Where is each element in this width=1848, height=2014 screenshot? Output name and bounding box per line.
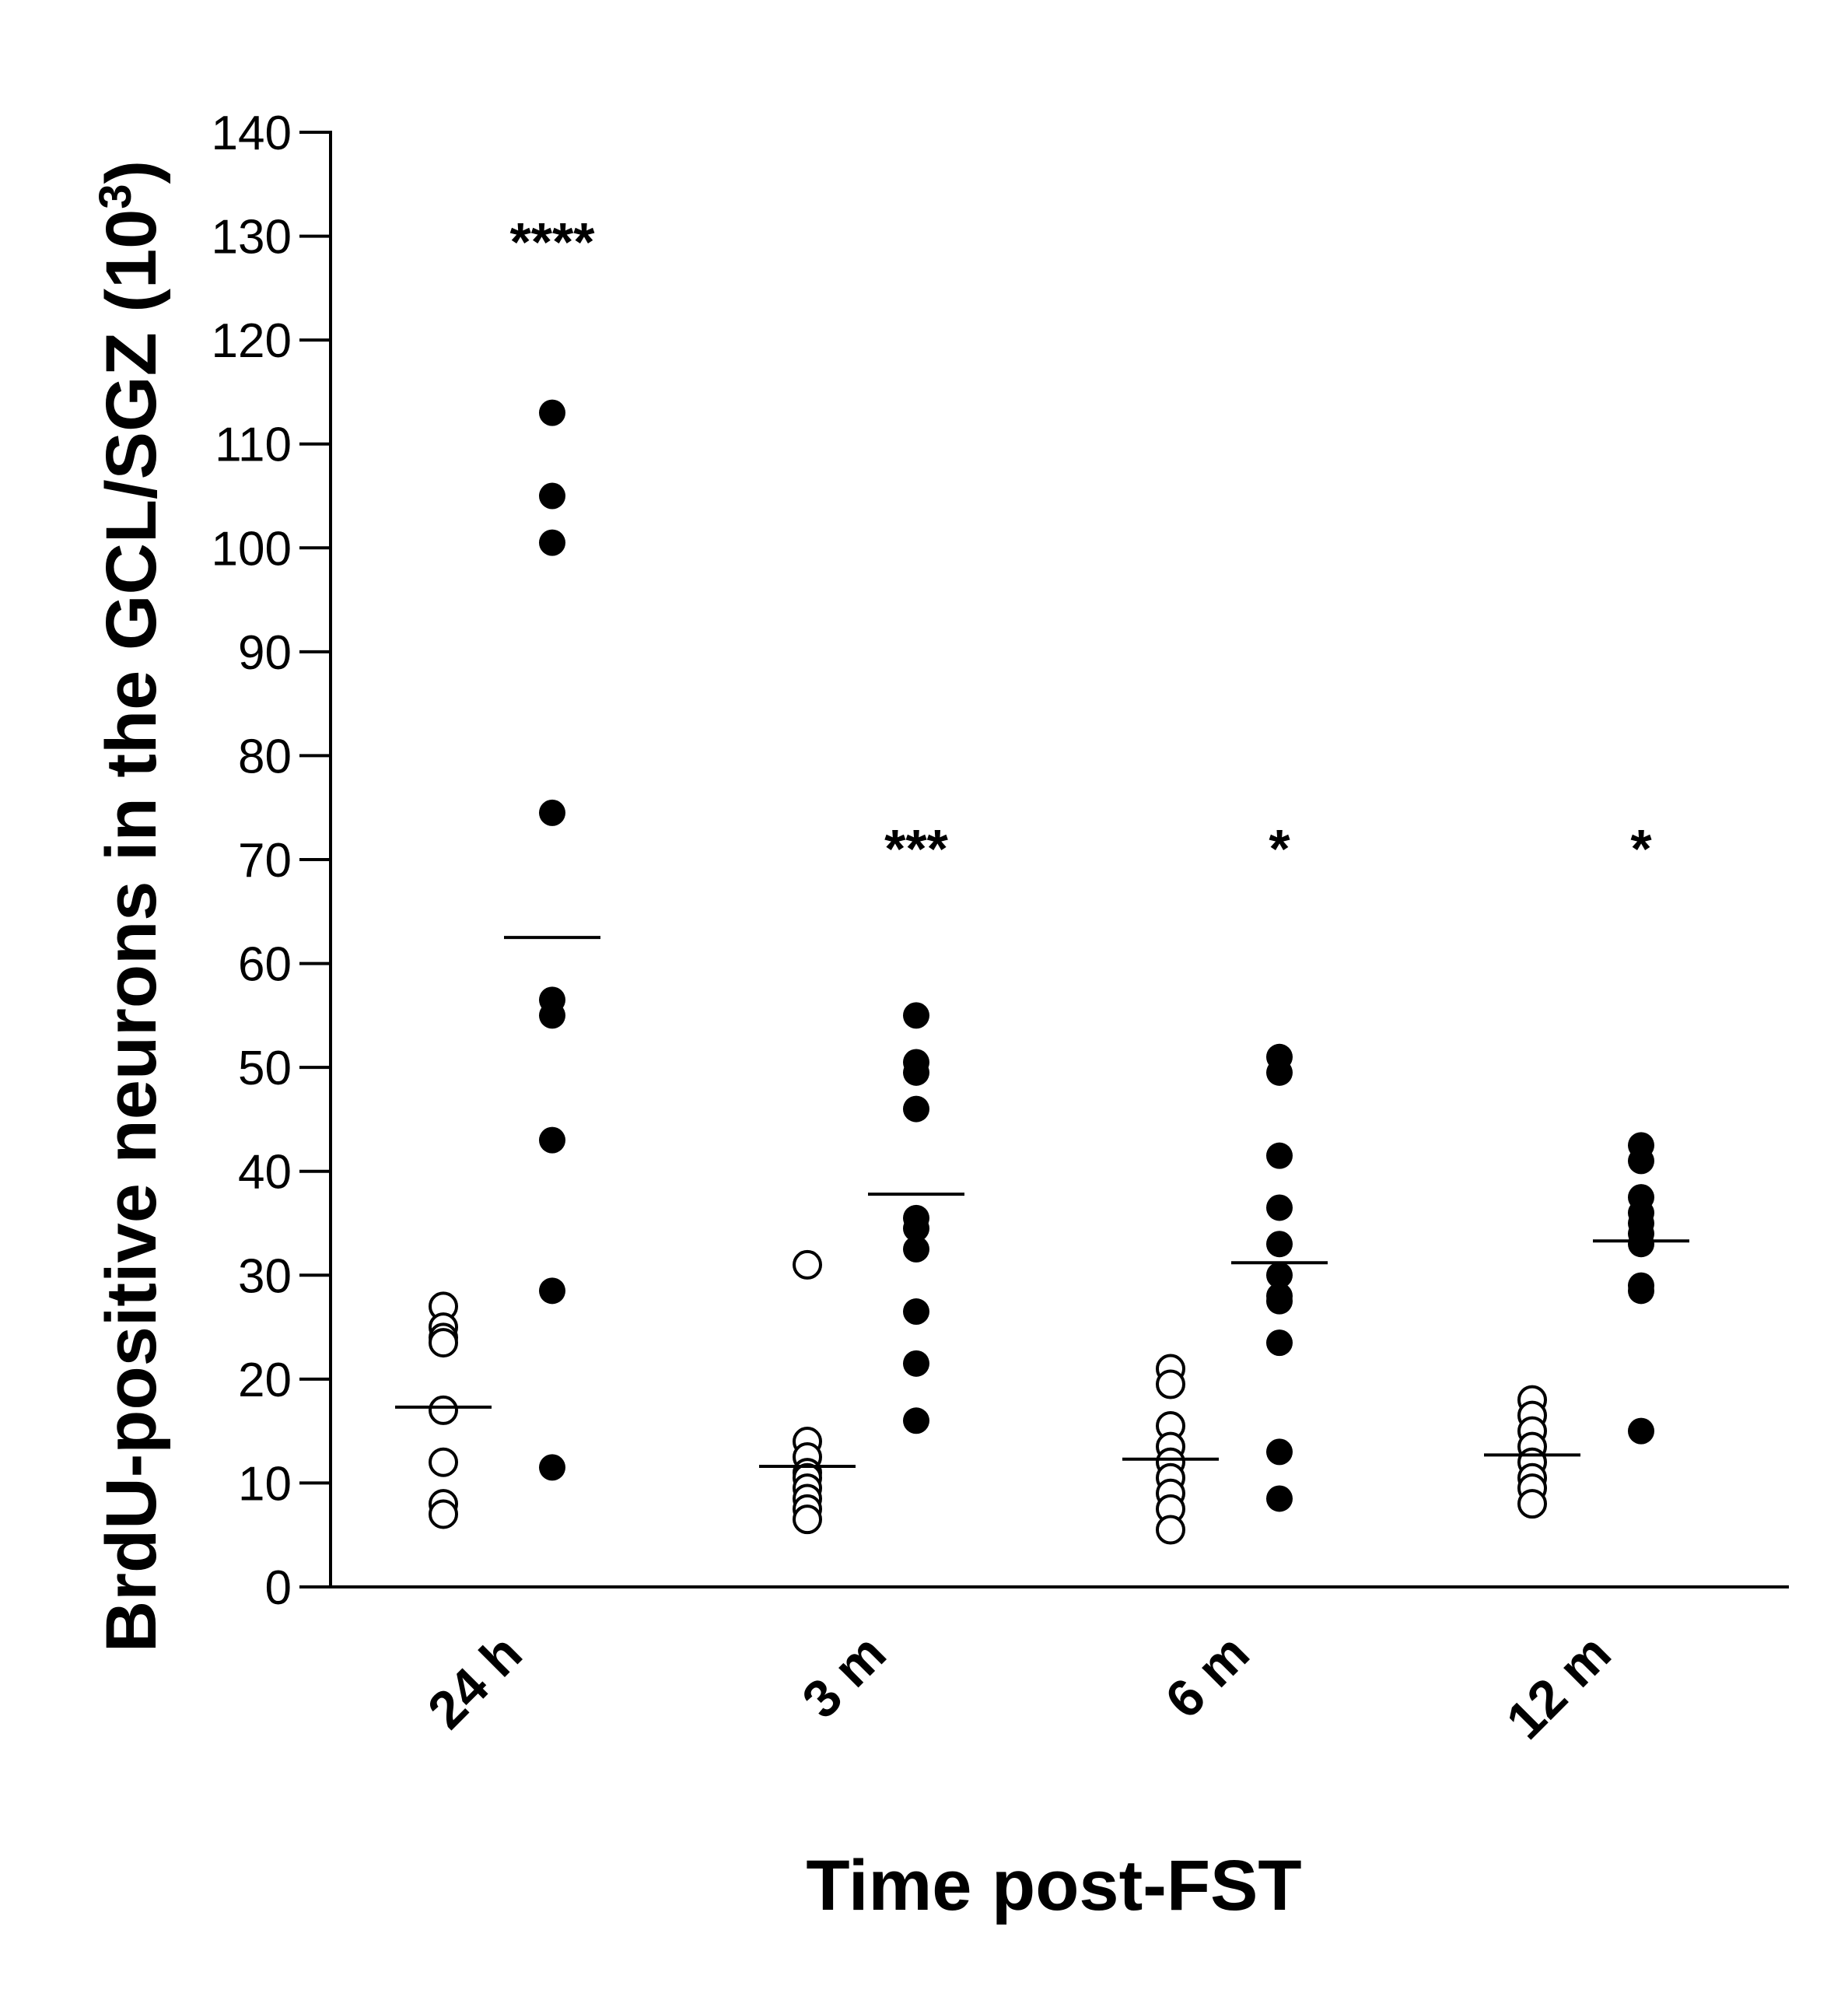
y-tick-label: 80	[238, 730, 292, 783]
filled-circle-point	[1266, 1142, 1293, 1169]
y-axis-title-close: )	[92, 160, 171, 184]
filled-circle-point	[903, 1059, 929, 1086]
x-axis-title: Time post-FST	[806, 1846, 1301, 1925]
filled-circle-point	[1266, 1485, 1293, 1512]
mean-lines	[395, 936, 1689, 1469]
significance-label: *	[1269, 818, 1290, 879]
y-axis-title-superscript: 3	[90, 184, 141, 208]
significance-label: ***	[884, 818, 948, 879]
filled-circle-point	[1266, 1287, 1293, 1315]
significance-label: *	[1630, 818, 1652, 879]
y-tick-label: 10	[238, 1457, 292, 1511]
y-tick-label: 40	[238, 1146, 292, 1200]
y-axis-title: BrdU-positive neurons in the GCL/SGZ (10…	[90, 160, 171, 1652]
y-axis: 0 10 20 30 40 50 60 70 80 90 100 110 120 130 140	[212, 107, 332, 1615]
open-circle-point	[793, 1504, 822, 1535]
filled-circle-point	[903, 1350, 929, 1377]
open-circle-point	[429, 1328, 458, 1358]
filled-circle-point	[1266, 1194, 1293, 1221]
filled-circle-point	[539, 1002, 565, 1029]
y-tick-label: 50	[238, 1042, 292, 1095]
x-category-label: 3 m	[791, 1623, 898, 1730]
filled-circle-point	[1266, 1262, 1293, 1289]
filled-circle-point	[539, 1454, 565, 1481]
x-axis: 24 h 3 m 6 m 12 m	[329, 1585, 1789, 1750]
filled-circle-point	[903, 1002, 929, 1029]
y-tick-label: 0	[265, 1561, 292, 1615]
filled-circle-point	[539, 399, 565, 426]
y-tick-label: 130	[212, 211, 292, 264]
y-tick-label: 140	[212, 107, 292, 160]
filled-circle-point	[539, 482, 565, 510]
y-axis-title-main: BrdU-positive neurons in the GCL/SGZ (10	[92, 209, 171, 1653]
x-category-label: 6 m	[1154, 1623, 1261, 1730]
filled-circle-point	[1628, 1231, 1654, 1258]
filled-circle-point	[903, 1215, 929, 1242]
open-circle-point	[429, 1447, 458, 1477]
filled-circle-point	[1266, 1231, 1293, 1258]
data-points	[429, 399, 1654, 1545]
x-category-label: 24 h	[417, 1623, 534, 1740]
y-tick-label: 30	[238, 1249, 292, 1303]
y-tick-label: 120	[212, 314, 292, 368]
significance-label: ****	[510, 212, 596, 272]
filled-circle-point	[903, 1095, 929, 1123]
filled-circle-point	[903, 1407, 929, 1434]
open-circle-point	[429, 1395, 458, 1425]
filled-circle-point	[539, 529, 565, 556]
y-tick-label: 70	[238, 834, 292, 888]
open-circle-point	[429, 1499, 458, 1529]
y-tick-label: 20	[238, 1354, 292, 1407]
y-tick-label: 110	[215, 419, 292, 472]
open-circle-point	[1156, 1369, 1185, 1399]
filled-circle-point	[539, 1277, 565, 1305]
x-category-label: 12 m	[1495, 1623, 1622, 1750]
filled-circle-point	[1266, 1438, 1293, 1466]
filled-circle-point	[539, 1126, 565, 1154]
open-circle-point	[1156, 1515, 1185, 1545]
y-tick-label: 60	[238, 938, 292, 992]
filled-circle-point	[1628, 1147, 1654, 1175]
y-tick-label: 100	[212, 522, 292, 576]
open-circle-point	[1517, 1489, 1547, 1519]
y-tick-label: 90	[238, 626, 292, 680]
filled-circle-point	[1628, 1277, 1654, 1305]
filled-circle-point	[903, 1235, 929, 1263]
filled-circle-point	[1266, 1059, 1293, 1086]
filled-circle-point	[539, 799, 565, 826]
filled-circle-point	[1628, 1417, 1654, 1445]
filled-circle-point	[1266, 1329, 1293, 1357]
filled-circle-point	[903, 1298, 929, 1326]
open-circle-point	[793, 1249, 822, 1280]
significance-markers: ******* * *	[510, 212, 1653, 879]
